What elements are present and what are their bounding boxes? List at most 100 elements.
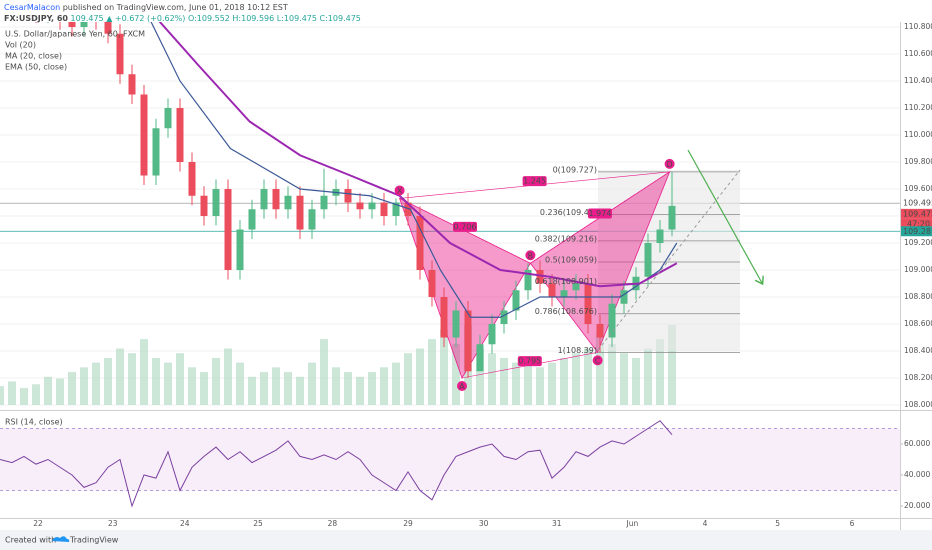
pattern-point-label: X <box>397 186 403 195</box>
x-tick-label: 5 <box>775 519 780 528</box>
y-tick-label: 110.400 <box>904 76 932 85</box>
ratio-label: 0.795 <box>518 357 541 366</box>
candle-body <box>296 195 304 230</box>
volume-bar <box>20 388 28 405</box>
volume-bar <box>284 372 292 405</box>
pattern-labels: 0(109.727) 0.236(109.41) 0.382(109.216) 0.5… <box>394 158 675 392</box>
candle-body <box>152 128 160 176</box>
candle-body <box>176 107 184 162</box>
candle-body <box>308 209 316 230</box>
candle-body <box>140 94 148 176</box>
volume-bar <box>572 353 580 405</box>
fib-label: 0.786(108.676) <box>535 307 597 316</box>
candle-body <box>452 310 460 338</box>
candle-body <box>128 74 136 95</box>
footer-brand[interactable]: TradingView <box>69 536 119 545</box>
volume-bar <box>272 367 280 405</box>
header-line: CesarMalacon published on TradingView.co… <box>4 3 288 12</box>
candle-body <box>212 188 220 216</box>
volume-bar <box>380 367 388 405</box>
volume-bar <box>428 339 436 405</box>
volume-bar <box>452 343 460 405</box>
volume-bar <box>656 339 664 405</box>
x-tick-label: 25 <box>253 519 263 528</box>
volume-bar <box>8 381 16 405</box>
y-tick-label: 110.800 <box>904 22 932 31</box>
candle-body <box>620 290 628 304</box>
volume-bar <box>68 372 76 405</box>
rsi-line <box>0 420 673 508</box>
legend-entry: MA (20, close) <box>5 52 62 61</box>
candle-body <box>512 290 520 311</box>
candle-body <box>668 205 676 230</box>
x-tick-label: 31 <box>552 519 562 528</box>
volume-bar <box>404 353 412 405</box>
volume-bar <box>200 372 208 405</box>
candle-body <box>560 290 568 298</box>
countdown-label: 47:20 <box>907 219 930 228</box>
arrow <box>687 149 762 283</box>
candle-body <box>284 195 292 210</box>
volume-bar <box>476 348 484 405</box>
volume-bar <box>584 348 592 405</box>
volume-bar <box>320 339 328 405</box>
price-tag-label: 109.495 <box>903 199 932 208</box>
x-tick-label: Jun <box>626 519 639 528</box>
candle-body <box>584 283 592 325</box>
indicator-lines <box>150 22 678 318</box>
candle-body <box>392 202 400 216</box>
volume-bar <box>44 376 52 405</box>
x-tick-label: 24 <box>180 519 190 528</box>
fib-label: 0.5(109.059) <box>545 256 597 265</box>
countdown-tag <box>901 218 932 229</box>
pattern-point <box>592 355 603 366</box>
volume-bar <box>392 362 400 405</box>
volume-bar <box>260 372 268 405</box>
candle-body <box>344 188 352 203</box>
y-tick-label: 108.600 <box>904 319 932 328</box>
y-tick-label: 109.600 <box>904 184 932 193</box>
ratio-label: 1.245 <box>523 177 546 186</box>
fib-label: 0.618(108.901) <box>535 277 597 286</box>
x-tick-label: 29 <box>403 519 413 528</box>
candle-body <box>200 195 208 216</box>
y-tick-label: 110.200 <box>904 103 932 112</box>
candle-body <box>356 202 364 210</box>
candle-body <box>536 270 544 284</box>
pattern-point <box>664 158 675 169</box>
price-tag-label: 109.287 <box>903 227 932 236</box>
candle-body <box>236 229 244 271</box>
candle-body <box>440 297 448 338</box>
volume-bar <box>332 367 340 405</box>
rsi-band <box>0 428 900 491</box>
volume-bar <box>524 357 532 405</box>
rsi-panel: 20.000 40.000 60.000 <box>0 420 930 510</box>
volume-bar <box>212 357 220 405</box>
x-tick-label: 6 <box>850 519 855 528</box>
volume-bar <box>128 353 136 405</box>
volume-bar <box>176 353 184 405</box>
candle-body <box>164 107 172 129</box>
volume-bar <box>512 362 520 405</box>
candle-body <box>596 324 604 338</box>
price-tag <box>901 198 932 209</box>
candle-body <box>68 22 76 27</box>
fib-label: 1(108.39) <box>558 346 597 355</box>
pattern-point-label: D <box>667 160 673 169</box>
symbol: FX:USDJPY, 60 <box>4 14 68 23</box>
legend-entry: Vol (20) <box>5 41 36 50</box>
y-tick-label: 60.000 <box>904 439 930 448</box>
y-tick-label: 108.200 <box>904 373 932 382</box>
grid <box>0 26 900 406</box>
volume-bar <box>92 362 100 405</box>
last-price: 109.475 <box>71 14 104 23</box>
ratio-box <box>517 356 542 367</box>
candle-body <box>104 22 112 34</box>
volume-bar <box>668 325 676 405</box>
volume-bar <box>152 357 160 405</box>
candle-body <box>428 270 436 298</box>
volume-bar <box>560 357 568 405</box>
candle-body <box>224 188 232 271</box>
